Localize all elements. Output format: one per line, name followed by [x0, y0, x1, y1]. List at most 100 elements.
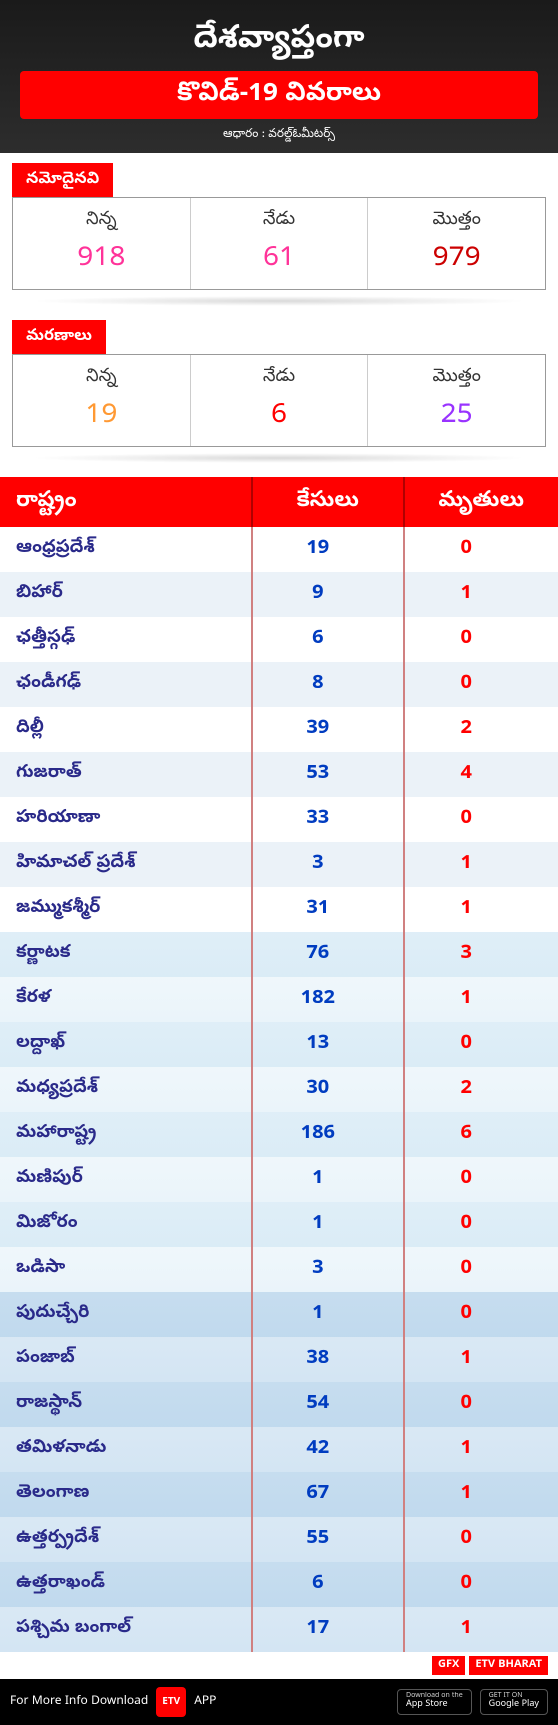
cell-value: 6: [191, 398, 368, 436]
cell-label: మొత్తం: [368, 208, 545, 233]
header-deaths: మృతులు: [405, 477, 558, 527]
cell-state: ఛత్తీస్గఢ్: [0, 617, 251, 662]
cell-deaths: 0: [405, 1562, 558, 1607]
table-row: గుజరాత్534: [0, 752, 558, 797]
play-label: Google Play: [489, 1701, 539, 1711]
table-row: లద్దాఖ్130: [0, 1022, 558, 1067]
cell-state: ఆంధ్రప్రదేశ్: [0, 527, 251, 572]
cell-cases: 6: [251, 617, 404, 662]
cell-state: కర్ణాటక: [0, 932, 251, 977]
play-small: GET IT ON: [489, 1693, 539, 1701]
cell-cases: 3: [251, 842, 404, 887]
brand-footer: GFX ETV BHARAT: [0, 1652, 558, 1679]
cell-cases: 182: [251, 977, 404, 1022]
app-icon[interactable]: ETV: [156, 1687, 186, 1717]
cell-label: నిన్న: [13, 365, 190, 390]
table-row: పంజాబ్381: [0, 1337, 558, 1382]
cell-deaths: 0: [405, 1382, 558, 1427]
table-row: మిజోరం10: [0, 1202, 558, 1247]
cell-state: మధ్యప్రదేశ్: [0, 1067, 251, 1112]
table-row: తమిళనాడు421: [0, 1427, 558, 1472]
stats-cell: నేడు 61: [191, 198, 369, 289]
cell-deaths: 2: [405, 1067, 558, 1112]
play-badge[interactable]: GET IT ON Google Play: [480, 1689, 548, 1715]
cell-cases: 54: [251, 1382, 404, 1427]
table-row: మహారాష్ట్ర1866: [0, 1112, 558, 1157]
cell-deaths: 3: [405, 932, 558, 977]
appstore-small: Download on the: [406, 1693, 463, 1701]
cell-cases: 3: [251, 1247, 404, 1292]
table-row: తెలంగాణ671: [0, 1472, 558, 1517]
stats-section: నమోదైనవి నిన్న 918నేడు 61మొత్తం979: [12, 163, 546, 290]
cell-deaths: 0: [405, 797, 558, 842]
cell-label: నేడు: [191, 365, 368, 390]
cell-state: పంజాబ్: [0, 1337, 251, 1382]
cell-cases: 1: [251, 1292, 404, 1337]
source-text: ఆధారం : వరల్డ్ఓమీటర్స్: [0, 127, 558, 143]
cell-cases: 33: [251, 797, 404, 842]
cell-deaths: 1: [405, 977, 558, 1022]
cell-cases: 9: [251, 572, 404, 617]
cell-label: నిన్న: [13, 208, 190, 233]
cell-deaths: 1: [405, 842, 558, 887]
table-row: ఉత్తరాఖండ్60: [0, 1562, 558, 1607]
stats-cell: నిన్న19: [13, 355, 191, 446]
state-table: రాష్ట్రం కేసులు మృతులు ఆంధ్రప్రదేశ్190బి…: [0, 477, 558, 1652]
table-row: ఛండీగఢ్80: [0, 662, 558, 707]
table-row: ఒడిసా30: [0, 1247, 558, 1292]
subtitle-banner: కొవిడ్-19 వివరాలు: [20, 71, 538, 119]
cell-state: పుదుచ్చేరి: [0, 1292, 251, 1337]
stats-cell: మొత్తం979: [368, 198, 545, 289]
cell-deaths: 4: [405, 752, 558, 797]
cell-cases: 67: [251, 1472, 404, 1517]
table-row: ఉత్తర్ప్రదేశ్550: [0, 1517, 558, 1562]
cell-deaths: 1: [405, 572, 558, 617]
cell-state: పశ్చిమ బంగాల్: [0, 1607, 251, 1652]
cell-cases: 53: [251, 752, 404, 797]
cell-state: కేరళ: [0, 977, 251, 1022]
table-row: రాజస్థాన్540: [0, 1382, 558, 1427]
cell-value: 25: [368, 398, 545, 436]
cell-state: దిల్లీ: [0, 707, 251, 752]
page-title: దేశవ్యాప్తంగా: [0, 20, 558, 63]
table-row: ఛత్తీస్గఢ్60: [0, 617, 558, 662]
cell-deaths: 1: [405, 1472, 558, 1517]
header-state: రాష్ట్రం: [0, 477, 251, 527]
cell-cases: 31: [251, 887, 404, 932]
table-row: జమ్ముకశ్మీర్311: [0, 887, 558, 932]
table-row: కేరళ1821: [0, 977, 558, 1022]
table-row: హిమాచల్ ప్రదేశ్31: [0, 842, 558, 887]
cell-deaths: 2: [405, 707, 558, 752]
stats-section: మరణాలునిన్న19నేడు6మొత్తం25: [12, 320, 546, 447]
cell-deaths: 1: [405, 887, 558, 932]
header-cases: కేసులు: [251, 477, 404, 527]
cell-value: 61: [191, 241, 368, 279]
footer-bar: For More Info Download ETV APP Download …: [0, 1679, 558, 1725]
cell-state: ఒడిసా: [0, 1247, 251, 1292]
cell-state: గుజరాత్: [0, 752, 251, 797]
cell-deaths: 1: [405, 1427, 558, 1472]
cell-value: 918: [13, 241, 190, 279]
table-row: మధ్యప్రదేశ్302: [0, 1067, 558, 1112]
cell-cases: 1: [251, 1202, 404, 1247]
cell-deaths: 0: [405, 1202, 558, 1247]
cell-cases: 13: [251, 1022, 404, 1067]
gfx-badge: GFX: [432, 1656, 465, 1675]
cell-deaths: 6: [405, 1112, 558, 1157]
stats-cell: మొత్తం25: [368, 355, 545, 446]
cell-label: నేడు: [191, 208, 368, 233]
cell-state: రాజస్థాన్: [0, 1382, 251, 1427]
cell-deaths: 0: [405, 527, 558, 572]
section-tab: నమోదైనవి: [12, 163, 113, 197]
table-row: మణిపుర్10: [0, 1157, 558, 1202]
table-row: పుదుచ్చేరి10: [0, 1292, 558, 1337]
table-row: హరియాణా330: [0, 797, 558, 842]
table-row: బిహార్91: [0, 572, 558, 617]
cell-state: మహారాష్ట్ర: [0, 1112, 251, 1157]
appstore-badge[interactable]: Download on the App Store: [397, 1689, 472, 1715]
cell-cases: 76: [251, 932, 404, 977]
table-body: ఆంధ్రప్రదేశ్190బిహార్91ఛత్తీస్గఢ్60ఛండీగ…: [0, 527, 558, 1652]
cell-deaths: 0: [405, 1247, 558, 1292]
table-row: కర్ణాటక763: [0, 932, 558, 977]
cell-cases: 38: [251, 1337, 404, 1382]
